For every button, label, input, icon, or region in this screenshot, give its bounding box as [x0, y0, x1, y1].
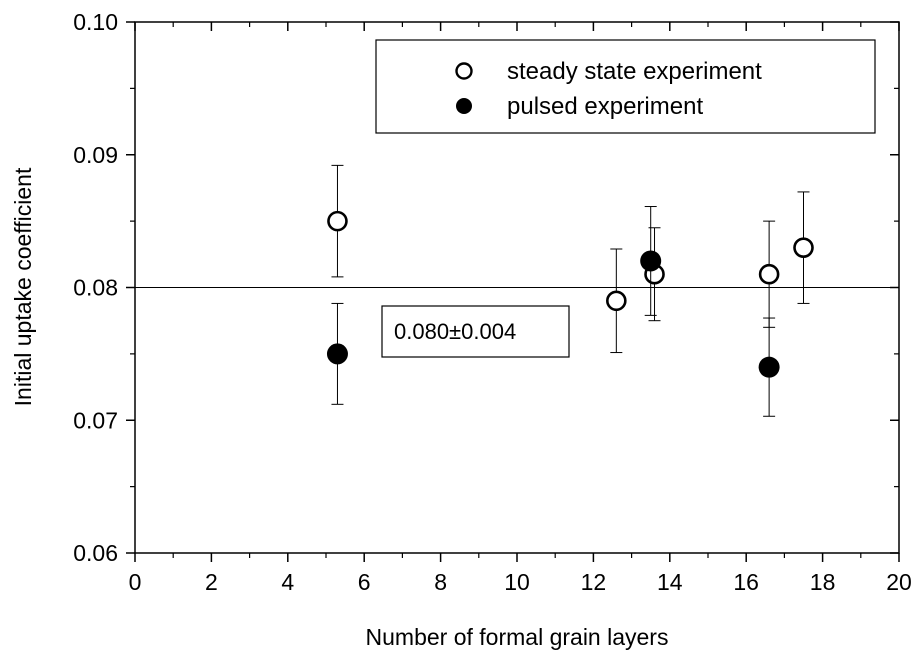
- legend: steady state experiment pulsed experimen…: [375, 39, 876, 134]
- annotation-text: 0.080±0.004: [394, 319, 516, 344]
- annotation-box: [381, 305, 570, 358]
- x-tick-label: 14: [657, 569, 683, 595]
- data-point-steady-state: [606, 290, 627, 312]
- x-axis-label: Number of formal grain layers: [366, 624, 669, 650]
- legend-marker-pulsed: [456, 98, 472, 114]
- data-point-steady-state: [327, 210, 348, 232]
- legend-label-steady-state: steady state experiment: [507, 58, 762, 85]
- data-point-steady-state: [758, 263, 780, 285]
- legend-marker-steady-state: [455, 62, 473, 80]
- y-tick-label: 0.07: [73, 407, 118, 433]
- data-point-pulsed: [640, 250, 662, 272]
- y-tick-label: 0.08: [73, 275, 118, 301]
- x-tick-label: 18: [810, 569, 836, 595]
- data-point-pulsed: [326, 343, 348, 365]
- x-tick-label: 10: [504, 569, 530, 595]
- legend-label-pulsed: pulsed experiment: [507, 93, 703, 120]
- x-tick-label: 4: [281, 569, 294, 595]
- y-tick-label: 0.10: [73, 9, 118, 35]
- annotation: 0.080±0.004: [381, 305, 570, 358]
- legend-box: [375, 39, 876, 134]
- x-tick-label: 12: [581, 569, 607, 595]
- x-tick-label: 6: [358, 569, 371, 595]
- axis-ticks: 0 2 4 6 8 10 12 14 16 18 20 0.06 0.07 0.08 0.09 0.10: [73, 9, 912, 595]
- x-tick-label: 8: [434, 569, 447, 595]
- chart-marks: [326, 164, 814, 417]
- y-axis-label: Initial uptake coefficient: [10, 167, 36, 406]
- x-tick-label: 16: [733, 569, 759, 595]
- y-tick-label: 0.06: [73, 540, 118, 566]
- data-point-pulsed: [758, 356, 780, 378]
- y-tick-label: 0.09: [73, 142, 118, 168]
- x-tick-label: 0: [129, 569, 142, 595]
- x-tick-label: 20: [886, 569, 912, 595]
- data-point-steady-state: [793, 237, 814, 258]
- x-tick-label: 2: [205, 569, 218, 595]
